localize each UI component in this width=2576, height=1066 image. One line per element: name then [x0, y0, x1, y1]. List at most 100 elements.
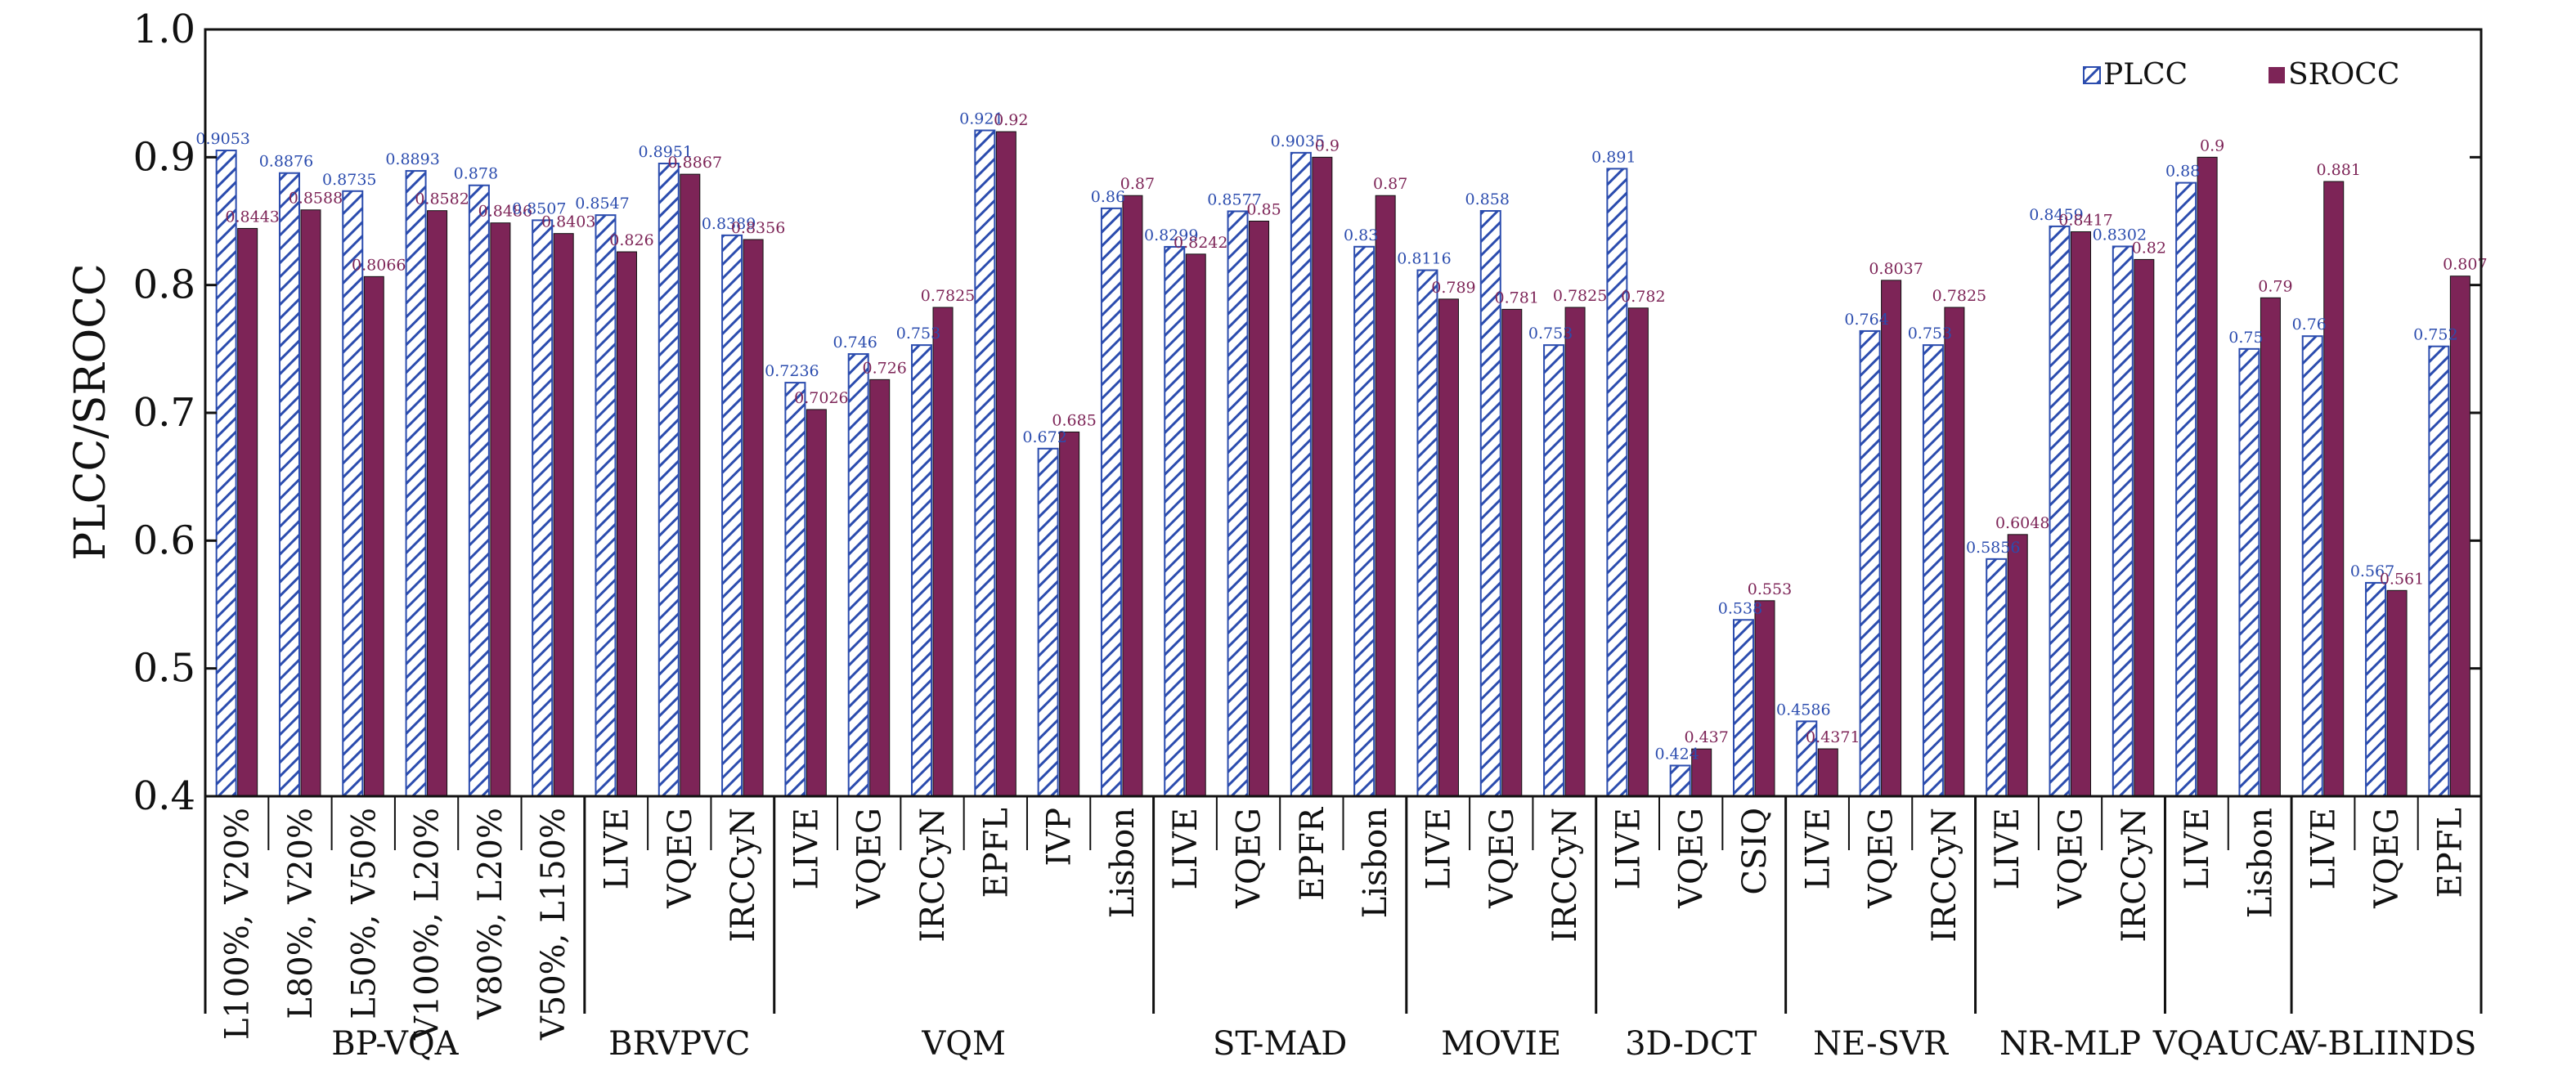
bar-plcc	[1669, 764, 1691, 797]
y-tick-label: 0.8	[133, 262, 195, 308]
data-label-srocc: 0.9	[2200, 137, 2224, 155]
x-tick-label: VQEG	[1483, 808, 1521, 909]
bar-srocc	[2007, 534, 2028, 797]
legend-plcc-label: PLCC	[2103, 58, 2188, 92]
bar-plcc	[784, 382, 806, 797]
data-label-plcc: 0.8893	[385, 150, 439, 168]
data-label-plcc: 0.753	[1908, 325, 1952, 343]
bar-plcc	[215, 150, 237, 797]
data-label-srocc: 0.881	[2317, 161, 2361, 179]
bar-srocc	[2386, 589, 2408, 797]
bar-plcc	[1543, 344, 1565, 798]
x-tick-label: LIVE	[1167, 808, 1205, 889]
y-tick-label: 0.7	[133, 390, 195, 436]
data-label-plcc: 0.8302	[2093, 226, 2147, 244]
y-tick-label: 0.6	[133, 517, 195, 563]
x-tick-label: L80%, V20%	[282, 808, 320, 1019]
data-label-srocc: 0.82	[2132, 239, 2166, 257]
data-label-plcc: 0.8735	[322, 171, 376, 189]
data-label-srocc: 0.7026	[794, 389, 848, 407]
bar-plcc	[278, 172, 300, 797]
bar-srocc	[237, 227, 258, 797]
x-tick-label: EPFL	[2431, 808, 2469, 898]
data-label-plcc: 0.672	[1022, 428, 1066, 446]
x-tick-label: IRCCyN	[914, 808, 952, 943]
data-label-plcc: 0.75	[2228, 329, 2263, 347]
group-label: VQM	[921, 1025, 1006, 1062]
x-tick-label: CSIQ	[1736, 808, 1774, 895]
data-label-srocc: 0.92	[994, 111, 1028, 129]
bar-plcc	[2238, 347, 2260, 798]
group-label: BRVPVC	[608, 1025, 750, 1062]
data-label-srocc: 0.781	[1495, 289, 1539, 307]
bar-srocc	[2449, 275, 2471, 797]
bar-srocc	[2197, 156, 2218, 797]
bar-srocc	[1375, 195, 1396, 797]
bar-srocc	[300, 209, 321, 797]
data-label-plcc: 0.878	[454, 165, 498, 183]
data-label-plcc: 0.86	[1091, 188, 1125, 206]
x-tick-label: VQEG	[1673, 808, 1711, 909]
data-label-plcc: 0.76	[2292, 316, 2327, 334]
data-label-srocc: 0.789	[1431, 279, 1475, 297]
data-label-srocc: 0.9	[1315, 137, 1340, 155]
data-label-srocc: 0.807	[2443, 256, 2487, 274]
bar-srocc	[1691, 748, 1712, 797]
bar-plcc	[911, 344, 933, 798]
data-label-srocc: 0.7825	[1932, 287, 1986, 305]
bar-srocc	[490, 222, 511, 797]
data-label-plcc: 0.764	[1844, 311, 1888, 329]
data-label-srocc: 0.6048	[1995, 514, 2049, 532]
bar-plcc	[2112, 245, 2134, 798]
bar-plcc	[1037, 447, 1059, 797]
data-label-srocc: 0.8417	[2058, 211, 2112, 229]
data-label-srocc: 0.87	[1373, 175, 1407, 193]
bar-plcc	[1859, 329, 1881, 797]
legend: PLCC SROCC	[2083, 58, 2399, 92]
bar-plcc	[1416, 269, 1438, 798]
data-label-srocc: 0.8486	[478, 203, 532, 221]
data-label-srocc: 0.8867	[668, 154, 722, 172]
bar-plcc	[342, 190, 364, 798]
data-label-srocc: 0.87	[1120, 175, 1155, 193]
bar-srocc	[869, 378, 891, 797]
bar-srocc	[1754, 600, 1775, 797]
x-tick-label: LIVE	[1420, 808, 1457, 889]
data-label-plcc: 0.88	[2165, 163, 2200, 181]
y-tick-label: 0.5	[133, 646, 195, 692]
data-label-srocc: 0.8582	[415, 190, 469, 208]
x-tick-label: L100%, V20%	[219, 808, 257, 1040]
data-label-srocc: 0.826	[609, 231, 653, 249]
x-tick-label: IRCCyN	[2116, 808, 2153, 943]
data-label-srocc: 0.8403	[541, 213, 595, 231]
data-label-plcc: 0.8876	[259, 153, 313, 171]
bar-srocc	[1881, 280, 1902, 797]
x-tick-label: V80%, L20%	[472, 808, 509, 1020]
legend-plcc-swatch	[2083, 66, 2101, 84]
bar-plcc	[1164, 245, 1186, 798]
data-label-plcc: 0.858	[1465, 190, 1510, 208]
bar-srocc	[553, 233, 574, 797]
x-tick-label: LIVE	[1989, 808, 2026, 889]
bar-plcc	[532, 219, 554, 798]
data-label-plcc: 0.7236	[765, 362, 819, 380]
bar-srocc	[1564, 307, 1586, 797]
bar-plcc	[468, 184, 490, 797]
bar-srocc	[1944, 307, 1965, 797]
data-label-plcc: 0.8951	[639, 143, 693, 161]
x-tick-label: Lisbon	[1104, 808, 1142, 918]
group-label: BP-VQA	[331, 1025, 459, 1062]
group-label: NR-MLP	[1999, 1025, 2141, 1062]
data-label-plcc: 0.8547	[575, 195, 629, 213]
data-label-plcc: 0.8389	[702, 215, 756, 233]
data-label-plcc: 0.8116	[1397, 250, 1451, 268]
bar-srocc	[743, 239, 764, 797]
bar-srocc	[427, 210, 448, 797]
data-label-srocc: 0.79	[2258, 277, 2292, 295]
bar-plcc	[1732, 619, 1754, 798]
data-label-srocc: 0.726	[863, 359, 907, 377]
x-tick-label: V100%, L20%	[409, 808, 447, 1041]
y-tick-label: 1.0	[133, 7, 195, 52]
